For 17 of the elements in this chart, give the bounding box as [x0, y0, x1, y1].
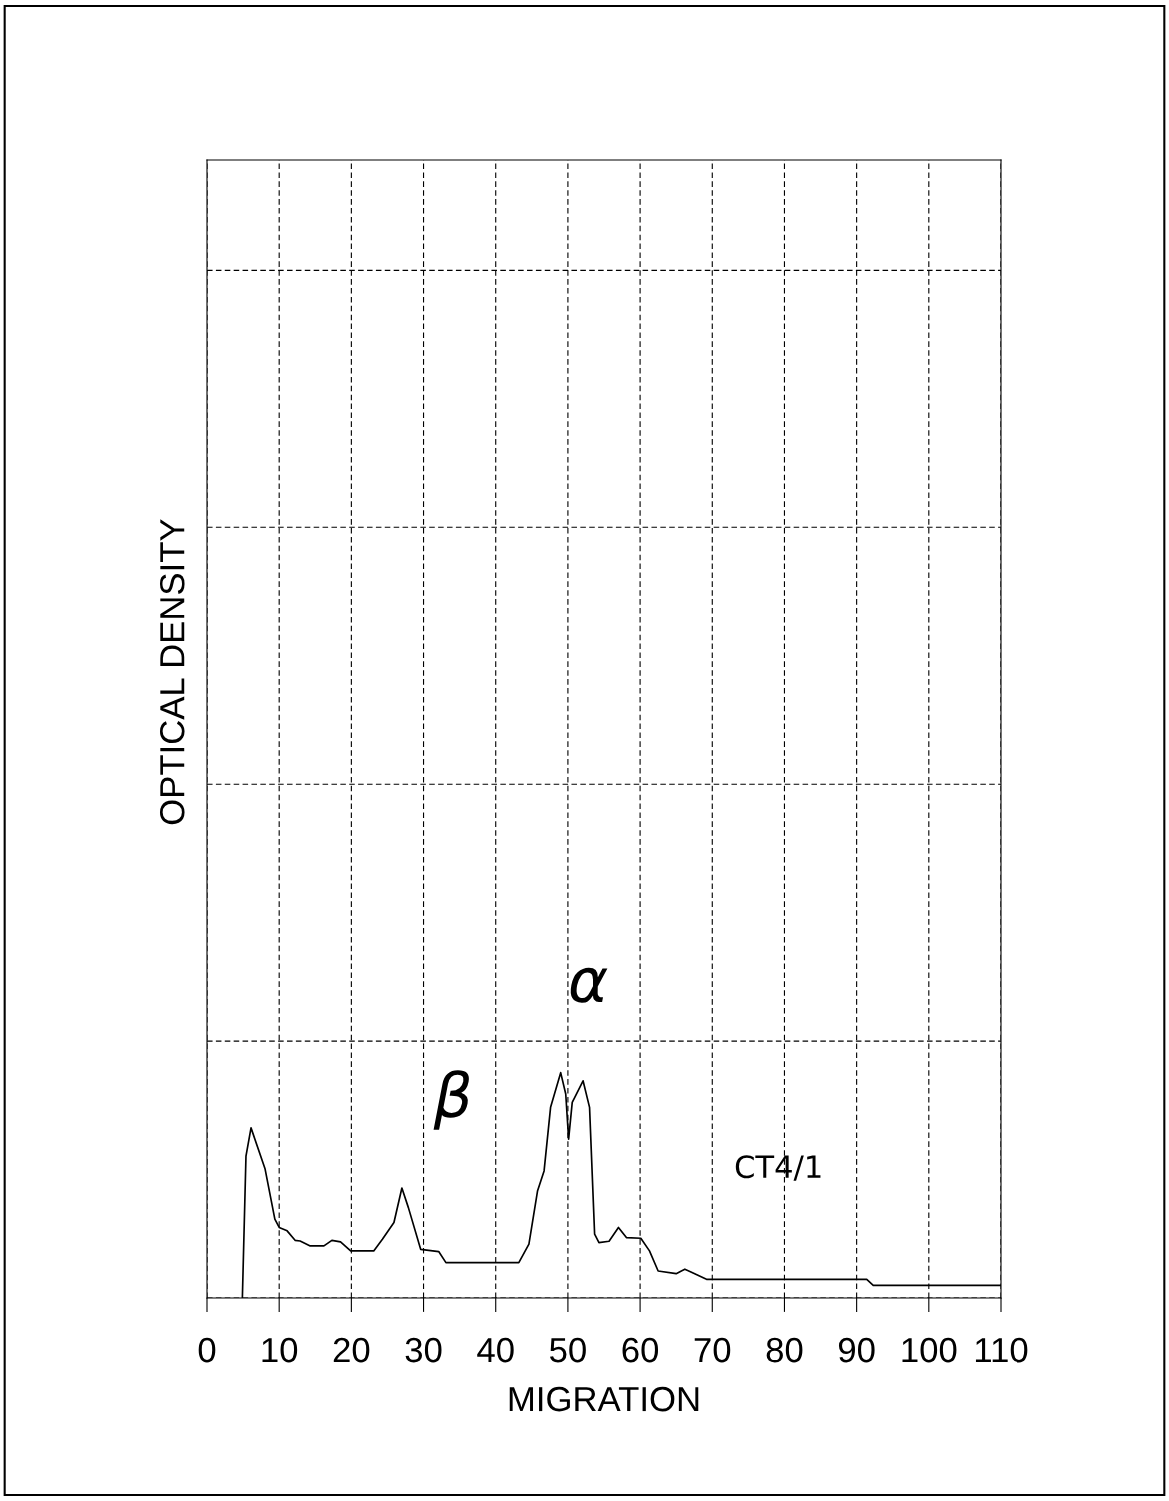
- x-tick-label: 90: [838, 1337, 875, 1363]
- text: OPTICAL DENSITY: [159, 519, 185, 825]
- x-tick-label: 110: [975, 1337, 1028, 1363]
- x-tick-label: 40: [477, 1337, 514, 1363]
- x-tick-label: 80: [766, 1337, 803, 1363]
- annotation: CT4/1: [735, 1155, 821, 1181]
- text: α: [570, 967, 608, 1003]
- annotation: β: [433, 1070, 469, 1130]
- x-tick-label: 70: [694, 1337, 731, 1363]
- x-axis-title: MIGRATION: [509, 1386, 699, 1412]
- x-tick-label: 60: [622, 1337, 659, 1363]
- x-tick-label: 100: [902, 1337, 957, 1363]
- x-tick-label: 0: [198, 1337, 216, 1363]
- x-tick-label: 10: [262, 1337, 298, 1363]
- x-tick-label: 30: [405, 1337, 442, 1363]
- x-tick-label: 50: [549, 1337, 586, 1363]
- x-tick-label: 20: [333, 1337, 370, 1363]
